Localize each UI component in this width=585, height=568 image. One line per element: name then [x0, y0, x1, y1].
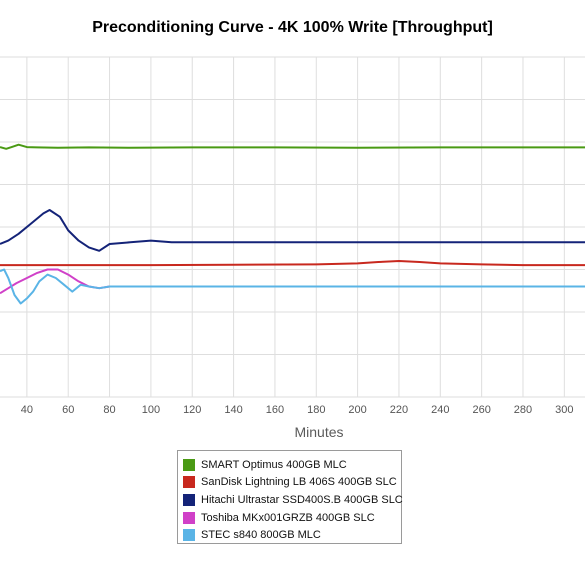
legend-swatch — [183, 511, 195, 524]
legend-label: Hitachi Ultrastar SSD400S.B 400GB SLC — [201, 493, 403, 506]
series-line-3 — [0, 268, 585, 295]
x-tick-label: 100 — [142, 404, 160, 416]
grid-lines — [0, 56, 585, 398]
x-tick-label: 260 — [472, 404, 490, 416]
x-tick-label: 40 — [21, 404, 33, 416]
legend-item: Toshiba MKx001GRZB 400GB SLC — [183, 509, 401, 527]
x-tick-label: 80 — [103, 404, 115, 416]
x-tick-label: 60 — [62, 404, 74, 416]
legend-swatch — [183, 529, 195, 542]
x-tick-label: 120 — [183, 404, 201, 416]
legend-swatch — [183, 458, 195, 471]
legend-label: SMART Optimus 400GB MLC — [201, 458, 347, 471]
x-tick-label: 300 — [555, 404, 573, 416]
legend-label: STEC s840 800GB MLC — [201, 529, 321, 542]
x-tick-label: 140 — [224, 404, 242, 416]
legend-item: Hitachi Ultrastar SSD400S.B 400GB SLC — [183, 491, 403, 509]
x-tick-label: 240 — [431, 404, 449, 416]
series-line-0 — [0, 143, 585, 150]
legend-label: SanDisk Lightning LB 406S 400GB SLC — [201, 476, 397, 489]
series-line-4 — [0, 268, 585, 305]
legend: SMART Optimus 400GB MLC SanDisk Lightning… — [177, 450, 403, 544]
x-tick-label: 180 — [307, 404, 325, 416]
x-tick-label: 220 — [390, 404, 408, 416]
x-tick-label: 200 — [348, 404, 366, 416]
x-axis: 40 60 80 100 120 140 160 180 200 220 240 260 280 300 — [21, 404, 574, 416]
x-axis-label: Minutes — [294, 424, 343, 440]
legend-label: Toshiba MKx001GRZB 400GB SLC — [201, 511, 375, 524]
legend-item: SMART Optimus 400GB MLC — [183, 456, 401, 474]
x-tick-label: 280 — [514, 404, 532, 416]
legend-item: STEC s840 800GB MLC — [183, 526, 401, 544]
legend-swatch — [183, 493, 195, 506]
legend-item: SanDisk Lightning LB 406S 400GB SLC — [183, 474, 401, 492]
series-line-1 — [0, 260, 585, 267]
chart-title: Preconditioning Curve - 4K 100% Write [T… — [92, 19, 493, 36]
series-line-2 — [0, 209, 585, 252]
series-layer — [0, 143, 585, 305]
x-tick-label: 160 — [266, 404, 284, 416]
legend-swatch — [183, 476, 195, 489]
